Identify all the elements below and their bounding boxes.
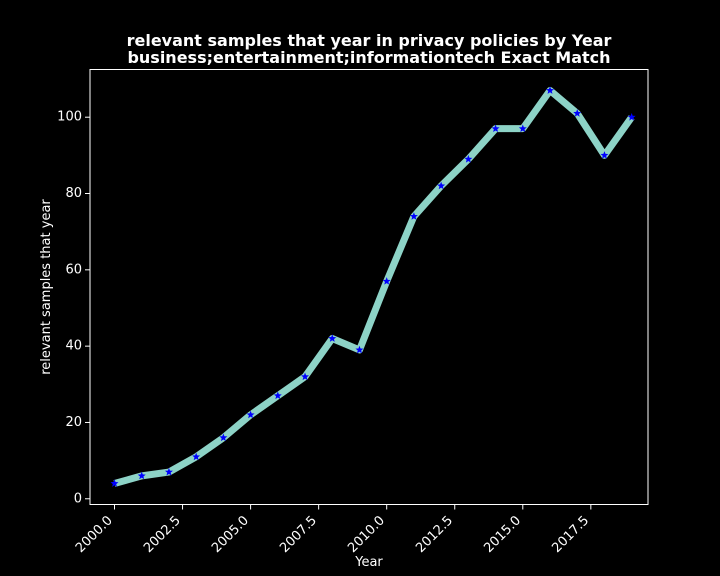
y-tick-label: 20 xyxy=(65,415,82,430)
x-tick-label: 2007.5 xyxy=(277,513,320,556)
x-tick-label: 2012.5 xyxy=(413,513,456,556)
x-axis-label: Year xyxy=(354,555,383,570)
data-point-marker xyxy=(192,452,201,461)
data-point-marker xyxy=(464,154,473,163)
y-tick-label: 0 xyxy=(74,491,82,506)
data-point-marker xyxy=(573,109,582,117)
x-tick-label: 2000.0 xyxy=(73,513,116,556)
data-point-marker xyxy=(518,124,527,133)
data-point-marker xyxy=(110,479,119,487)
data-point-marker xyxy=(164,467,173,476)
data-point-marker xyxy=(137,471,146,480)
x-tick-label: 2017.5 xyxy=(549,513,592,556)
y-tick-label: 80 xyxy=(65,186,82,201)
data-series xyxy=(110,86,636,487)
data-point-marker xyxy=(382,277,391,285)
data-point-marker xyxy=(301,372,310,381)
x-tick-label: 2015.0 xyxy=(481,513,524,556)
data-point-marker xyxy=(328,334,337,342)
data-point-marker xyxy=(600,151,609,159)
data-point-marker xyxy=(546,86,554,94)
y-axis-label: relevant samples that year xyxy=(39,199,54,375)
x-tick-label: 2002.5 xyxy=(141,513,184,556)
axis-ticks: 2000.0 2002.5 2005.0 2007.5 2010.0 2012.5 2015… xyxy=(57,110,592,556)
series-line xyxy=(113,86,635,487)
y-tick-label: 40 xyxy=(65,339,82,354)
data-point-marker xyxy=(273,391,282,400)
y-tick-label: 100 xyxy=(57,110,82,125)
data-point-marker xyxy=(355,345,364,354)
chart-title: relevant samples that year in privacy po… xyxy=(127,31,612,50)
x-tick-label: 2005.0 xyxy=(209,513,252,556)
data-point-marker xyxy=(219,433,228,442)
data-point-marker xyxy=(409,212,418,220)
data-point-marker xyxy=(437,181,446,190)
chart-subtitle: business;entertainment;informationtech E… xyxy=(127,48,610,67)
data-point-marker xyxy=(491,124,500,133)
data-point-marker xyxy=(246,410,255,419)
y-tick-label: 60 xyxy=(65,262,82,277)
plot-frame xyxy=(89,69,649,505)
data-point-marker xyxy=(627,113,636,121)
x-tick-label: 2010.0 xyxy=(345,513,388,556)
